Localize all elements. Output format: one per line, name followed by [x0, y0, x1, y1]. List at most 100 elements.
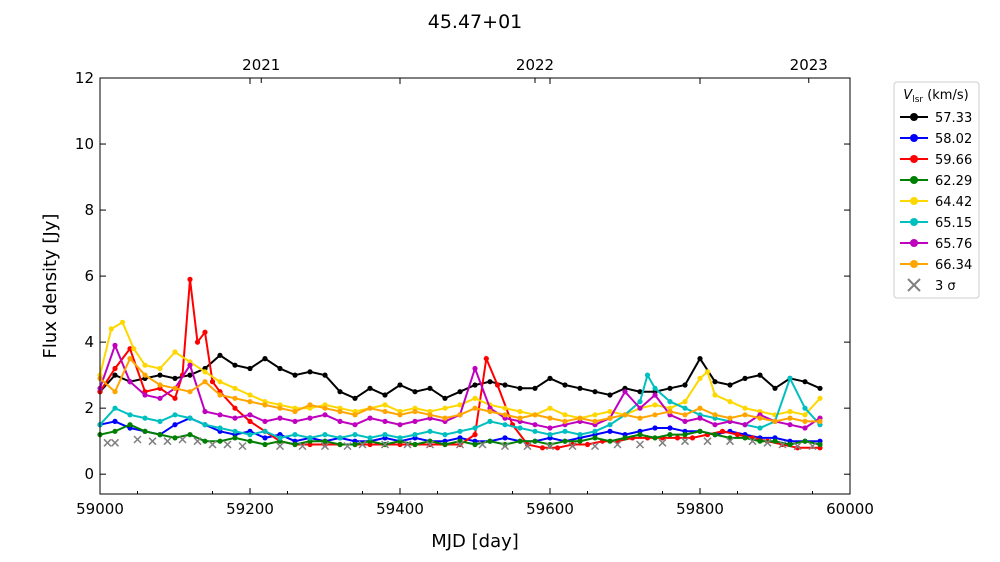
series-point — [307, 415, 313, 421]
series-point — [622, 412, 628, 418]
series-point — [247, 432, 253, 438]
sigma-stroke — [658, 438, 667, 447]
series-point — [787, 415, 793, 421]
series-point — [742, 435, 748, 441]
series-point — [277, 415, 283, 421]
series-point — [727, 399, 733, 405]
sigma-stroke — [238, 442, 247, 451]
series-point — [517, 425, 523, 431]
series-point — [667, 399, 673, 405]
series-point — [787, 375, 793, 381]
sigma-marker — [425, 440, 435, 449]
series-point — [157, 372, 163, 378]
series-point — [367, 405, 373, 411]
sigma-marker — [403, 440, 412, 449]
sigma-stroke — [793, 442, 802, 451]
sigma-stroke — [725, 437, 735, 446]
sigma-marker — [320, 442, 330, 451]
series-point — [127, 346, 133, 352]
legend-marker — [910, 176, 918, 184]
y-tick-label: 2 — [84, 399, 94, 417]
series-point — [337, 389, 343, 395]
x-tick-label: 59000 — [76, 500, 124, 518]
legend-title-unit: (km/s) — [923, 88, 969, 103]
series-point — [172, 349, 178, 355]
series-point — [187, 372, 193, 378]
series-point — [292, 372, 298, 378]
legend-marker — [910, 134, 918, 142]
series-point — [397, 435, 403, 441]
series-point — [247, 392, 253, 398]
legend-label: 64.42 — [935, 195, 972, 210]
series-point — [734, 432, 741, 438]
series-point — [472, 382, 478, 388]
series-point — [502, 412, 508, 418]
series-point — [412, 441, 418, 448]
sigma-marker — [343, 442, 352, 451]
sigma-marker — [193, 437, 202, 446]
sigma-stroke — [808, 442, 817, 451]
sigma-marker — [208, 440, 217, 449]
series-point — [652, 385, 658, 391]
series-point — [202, 422, 208, 428]
series-point — [562, 412, 568, 418]
series-point — [607, 438, 613, 444]
sigma-stroke — [523, 442, 532, 451]
series-point — [547, 425, 553, 431]
series-point — [382, 392, 388, 398]
series-point — [682, 432, 688, 438]
x-axis-label: MJD [day] — [431, 531, 519, 552]
series-point — [142, 362, 148, 368]
sigma-stroke — [223, 440, 232, 449]
series-point — [817, 395, 823, 401]
series-point — [194, 339, 201, 345]
sigma-marker — [568, 442, 577, 451]
sigma-stroke — [455, 440, 465, 449]
series-point — [502, 422, 508, 428]
series-point — [187, 389, 193, 395]
series-point — [487, 408, 493, 415]
series-point — [547, 375, 553, 381]
series-point — [442, 432, 448, 438]
series-point — [187, 415, 193, 421]
series-point — [802, 405, 808, 411]
y-tick-label: 0 — [84, 465, 94, 483]
series-point — [172, 395, 178, 401]
legend-title-sub: lsr — [912, 95, 923, 105]
series-point — [547, 405, 553, 411]
series-point — [607, 415, 613, 421]
series-point — [637, 415, 643, 421]
series-point — [277, 405, 283, 411]
series-point — [682, 412, 688, 418]
legend-marker — [910, 197, 918, 205]
series-point — [712, 412, 718, 418]
series-point — [427, 385, 433, 391]
series-point — [652, 402, 658, 408]
series-point — [142, 415, 148, 421]
series-point — [352, 395, 358, 401]
series-point — [472, 365, 478, 372]
series-point — [487, 438, 493, 444]
series-point — [667, 408, 673, 415]
legend: Vlsr (km/s) 57.33 58.02 59.66 62.29 64.42 65.… — [893, 81, 980, 299]
series-point — [247, 399, 253, 405]
series-point — [112, 428, 118, 434]
series-point — [217, 438, 223, 444]
series-point — [397, 412, 403, 418]
series-point — [817, 441, 823, 448]
series-point — [427, 428, 433, 434]
series-point — [412, 418, 418, 424]
sigma-stroke — [568, 442, 577, 451]
series-point — [802, 425, 808, 431]
legend-marker — [910, 239, 918, 247]
sigma-stroke — [613, 440, 622, 449]
sigma-marker — [658, 438, 667, 447]
series-point — [704, 369, 711, 375]
series-point — [457, 428, 463, 434]
series-point — [697, 405, 703, 411]
series-point — [427, 412, 433, 418]
year-tick-label: 2023 — [790, 56, 828, 74]
sigma-stroke — [193, 437, 202, 446]
series-point — [157, 395, 163, 401]
series-point — [112, 389, 118, 395]
